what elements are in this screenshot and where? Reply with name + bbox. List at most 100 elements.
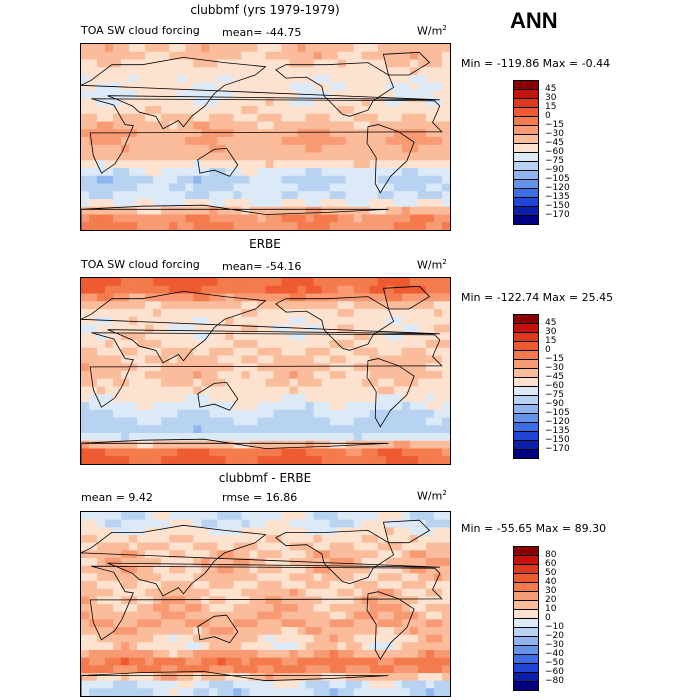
heatmap-cell — [273, 90, 283, 99]
heatmap-cell — [233, 402, 243, 411]
heatmap-cell — [153, 324, 162, 333]
heatmap-cell — [177, 51, 186, 61]
heatmap-cell — [433, 386, 443, 395]
heatmap-cell — [297, 199, 307, 208]
heatmap-cell — [129, 332, 138, 341]
heatmap-cell — [369, 378, 379, 388]
heatmap-cell — [225, 144, 235, 154]
heatmap-cell — [129, 175, 138, 185]
heatmap-cell — [257, 59, 267, 68]
heatmap-cell — [121, 309, 130, 318]
heatmap-cell — [377, 409, 387, 419]
heatmap-cell — [417, 347, 427, 357]
heatmap-cell — [361, 440, 371, 450]
heatmap-cell — [185, 324, 194, 333]
heatmap-cell — [441, 417, 450, 426]
heatmap-cell — [265, 665, 275, 674]
heatmap-cell — [361, 688, 371, 696]
heatmap-cell — [121, 596, 130, 605]
heatmap-cell — [417, 340, 427, 349]
heatmap-cell — [265, 183, 275, 192]
heatmap-cell — [329, 316, 339, 326]
heatmap-cell — [241, 665, 251, 674]
heatmap-cell — [297, 75, 307, 84]
heatmap-cell — [185, 152, 194, 161]
heatmap-cell — [81, 550, 90, 559]
heatmap-cell — [121, 634, 130, 643]
heatmap-cell — [137, 378, 146, 388]
heatmap-cell — [225, 604, 235, 613]
heatmap-cell — [177, 309, 186, 318]
heatmap-cell — [409, 581, 419, 590]
heatmap-cell — [401, 527, 411, 536]
heatmap-cell — [289, 222, 299, 230]
heatmap-cell — [241, 565, 251, 574]
heatmap-cell — [289, 301, 299, 310]
heatmap-cell — [425, 332, 435, 341]
heatmap-cell — [257, 527, 267, 536]
heatmap-cell — [161, 680, 170, 689]
heatmap-cell — [417, 386, 427, 395]
heatmap-cell — [393, 650, 403, 659]
heatmap-cell — [321, 363, 331, 372]
colorbar-cell — [513, 314, 539, 323]
heatmap-cell — [321, 394, 331, 403]
heatmap-cell — [233, 51, 243, 61]
heatmap-cell — [433, 378, 443, 388]
heatmap-cell — [145, 152, 154, 161]
heatmap-cell — [385, 409, 395, 419]
heatmap-cell — [345, 604, 355, 613]
colorbar-cell — [513, 80, 539, 89]
heatmap-cell — [369, 433, 379, 442]
heatmap-cell — [393, 222, 403, 230]
heatmap-cell — [137, 51, 146, 61]
heatmap-cell — [441, 596, 450, 605]
heatmap-cell — [217, 527, 226, 536]
heatmap-cell — [105, 409, 114, 419]
heatmap-cell — [233, 222, 243, 230]
heatmap-cell — [193, 588, 202, 597]
heatmap-cell — [241, 440, 251, 450]
heatmap-cell — [417, 409, 427, 419]
heatmap-cell — [425, 309, 435, 318]
heatmap-cell — [233, 44, 243, 53]
heatmap-cell — [217, 688, 226, 696]
heatmap-cell — [81, 183, 90, 192]
heatmap-cell — [129, 59, 138, 68]
heatmap-cell — [385, 619, 395, 628]
heatmap-cell — [337, 425, 347, 434]
heatmap-cell — [81, 519, 90, 528]
heatmap-cell — [201, 565, 210, 574]
heatmap-cell — [97, 619, 106, 628]
heatmap-cell — [105, 604, 114, 613]
heatmap-cell — [265, 278, 275, 287]
heatmap-cell — [425, 59, 435, 68]
heatmap-cell — [369, 657, 379, 666]
heatmap-cell — [129, 106, 138, 115]
heatmap-cell — [393, 558, 403, 567]
heatmap-cell — [217, 168, 226, 177]
heatmap-cell — [217, 121, 226, 130]
heatmap-cell — [193, 394, 202, 403]
heatmap-cell — [153, 573, 162, 582]
heatmap-cell — [329, 222, 339, 230]
heatmap-cell — [369, 665, 379, 674]
heatmap-cell — [281, 657, 291, 666]
heatmap-cell — [81, 121, 90, 130]
heatmap-cell — [233, 440, 243, 450]
heatmap-cell — [369, 596, 379, 605]
heatmap-cell — [377, 394, 387, 403]
heatmap-cell — [313, 316, 323, 326]
heatmap-cell — [297, 106, 307, 115]
heatmap-cell — [417, 152, 427, 161]
heatmap-cell — [345, 425, 355, 434]
heatmap-cell — [265, 59, 275, 68]
heatmap-cell — [393, 278, 403, 287]
heatmap-cell — [201, 90, 210, 99]
heatmap-cell — [321, 588, 331, 597]
heatmap-cell — [161, 160, 170, 169]
heatmap-cell — [281, 355, 291, 364]
heatmap-cell — [97, 680, 106, 689]
heatmap-cell — [233, 90, 243, 99]
heatmap-cell — [129, 673, 138, 682]
